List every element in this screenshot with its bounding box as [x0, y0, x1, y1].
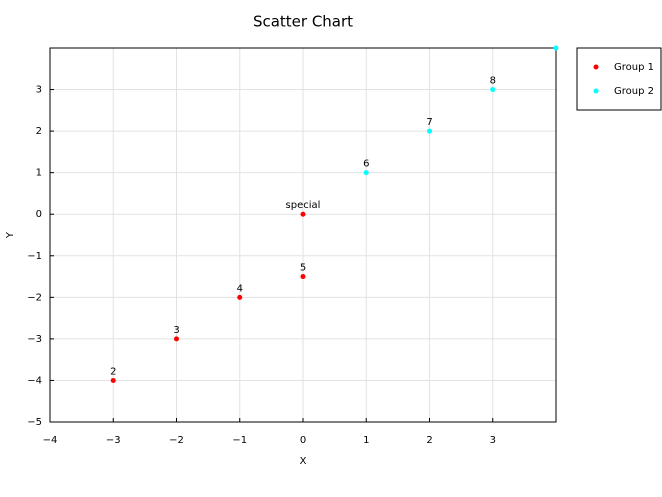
point-label: 4	[237, 283, 243, 294]
y-tick-label: −1	[27, 251, 42, 262]
y-tick-label: 2	[36, 126, 42, 137]
y-tick-label: 3	[36, 85, 42, 96]
legend-box	[576, 47, 662, 111]
y-tick-label: −3	[27, 334, 42, 345]
y-tick-label: 0	[36, 209, 42, 220]
legend-marker	[593, 88, 599, 94]
y-tick-label: −5	[27, 417, 42, 428]
chart-title: Scatter Chart	[253, 13, 353, 31]
x-tick-label: −3	[106, 435, 121, 446]
y-axis-label: Y	[5, 231, 16, 239]
x-tick-label: 0	[300, 435, 306, 446]
plot-frame	[49, 47, 557, 423]
point	[553, 45, 559, 51]
legend-label: Group 2	[614, 86, 654, 97]
point	[490, 87, 496, 93]
point	[110, 377, 116, 383]
x-axis-label: X	[300, 456, 307, 467]
y-tick-label: −2	[27, 292, 42, 303]
legend-marker	[593, 64, 599, 70]
point-label: 7	[426, 117, 432, 128]
point	[174, 336, 179, 342]
x-tick-label: 1	[363, 435, 369, 446]
x-tick-label: −4	[43, 435, 58, 446]
point-label: special	[286, 200, 321, 211]
point-label: 2	[110, 366, 116, 377]
y-tick-label: 1	[36, 168, 42, 179]
y-tick-label: −4	[27, 375, 42, 386]
x-tick-label: −2	[169, 435, 184, 446]
point-label: 3	[173, 325, 179, 336]
point	[363, 170, 369, 176]
legend-label: Group 1	[614, 62, 654, 73]
point-label: 5	[300, 263, 306, 274]
point-label: 6	[363, 159, 369, 170]
point	[427, 128, 432, 134]
point-label: 8	[490, 76, 496, 87]
point	[300, 211, 306, 217]
point	[237, 294, 243, 300]
x-tick-label: 3	[490, 435, 496, 446]
x-tick-label: 2	[426, 435, 432, 446]
x-tick-label: −1	[232, 435, 247, 446]
point	[300, 274, 306, 280]
